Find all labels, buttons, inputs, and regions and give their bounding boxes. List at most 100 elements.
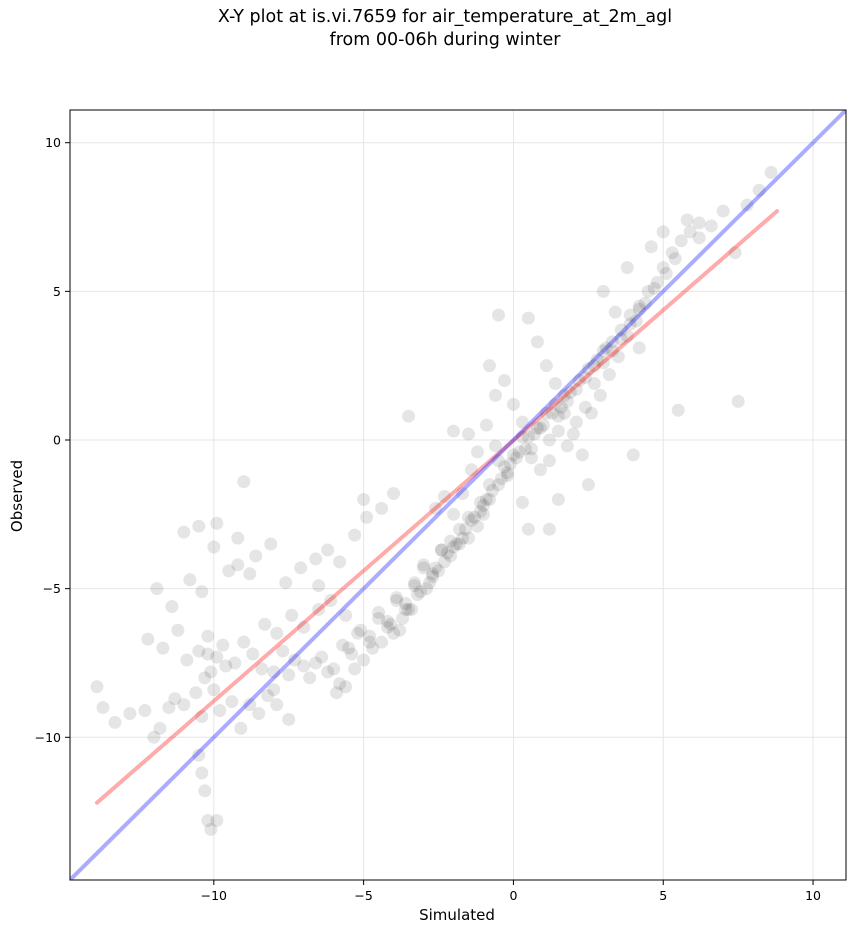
data-point: [147, 730, 161, 744]
data-point: [461, 510, 475, 524]
data-point: [563, 385, 577, 399]
data-point: [156, 641, 170, 655]
data-point: [438, 489, 452, 503]
data-point: [605, 335, 619, 349]
data-point: [384, 617, 398, 631]
data-point: [623, 308, 637, 322]
data-point: [414, 585, 428, 599]
data-point: [324, 594, 338, 608]
data-point: [596, 356, 610, 370]
data-point: [509, 451, 523, 465]
data-point: [270, 698, 284, 712]
data-point: [548, 377, 562, 391]
data-point: [506, 448, 520, 462]
data-point: [405, 602, 419, 616]
reference-lines: [70, 110, 846, 880]
data-point: [704, 219, 718, 233]
data-point: [626, 448, 640, 462]
y-tick-label: −5: [43, 581, 61, 596]
data-point: [584, 406, 598, 420]
data-point: [408, 576, 422, 590]
data-point: [512, 445, 526, 459]
data-point: [566, 427, 580, 441]
data-point: [207, 540, 221, 554]
data-point: [387, 626, 401, 640]
data-point: [521, 311, 535, 325]
data-point: [632, 299, 646, 313]
data-point: [180, 653, 194, 667]
data-point: [479, 418, 493, 432]
data-point: [554, 400, 568, 414]
data-point: [731, 394, 745, 408]
data-point: [602, 368, 616, 382]
y-tick-label: 10: [45, 135, 61, 150]
data-point: [183, 573, 197, 587]
data-point: [530, 335, 544, 349]
data-point: [330, 686, 344, 700]
data-point: [432, 564, 446, 578]
data-point: [470, 445, 484, 459]
data-point: [623, 317, 637, 331]
data-point: [444, 549, 458, 563]
data-point: [228, 656, 242, 670]
data-point: [429, 561, 443, 575]
data-point: [599, 341, 613, 355]
data-point: [542, 454, 556, 468]
data-point: [578, 400, 592, 414]
data-point: [461, 531, 475, 545]
data-point: [539, 406, 553, 420]
data-point: [210, 516, 224, 530]
data-point: [461, 427, 475, 441]
data-point: [590, 353, 604, 367]
data-point: [503, 457, 517, 471]
data-point: [476, 507, 490, 521]
data-point: [530, 421, 544, 435]
data-point: [545, 406, 559, 420]
data-point: [282, 712, 296, 726]
data-point: [527, 427, 541, 441]
data-point: [348, 662, 362, 676]
data-point: [557, 406, 571, 420]
data-point: [638, 296, 652, 310]
data-point: [447, 540, 461, 554]
regression-line: [94, 209, 780, 805]
data-point: [243, 698, 257, 712]
data-point: [605, 344, 619, 358]
data-point: [614, 332, 628, 346]
data-point: [201, 647, 215, 661]
data-point: [420, 582, 434, 596]
data-point: [524, 451, 538, 465]
data-point: [267, 683, 281, 697]
data-point: [608, 305, 622, 319]
data-point: [294, 561, 308, 575]
data-point: [207, 683, 221, 697]
data-point: [473, 495, 487, 509]
data-point: [339, 680, 353, 694]
data-point: [441, 546, 455, 560]
data-point: [288, 653, 302, 667]
data-point: [267, 665, 281, 679]
data-point: [506, 397, 520, 411]
data-point: [447, 507, 461, 521]
data-point: [479, 492, 493, 506]
data-point: [680, 213, 694, 227]
grid: [70, 110, 846, 880]
data-point: [596, 344, 610, 358]
data-point: [467, 510, 481, 524]
data-point: [321, 543, 335, 557]
data-point: [533, 463, 547, 477]
data-point: [204, 822, 218, 836]
data-point: [237, 475, 251, 489]
data-point: [435, 543, 449, 557]
x-tick-label: −5: [354, 888, 372, 903]
data-point: [435, 543, 449, 557]
data-point: [611, 350, 625, 364]
data-point: [390, 591, 404, 605]
data-point: [692, 216, 706, 230]
data-point: [150, 582, 164, 596]
data-point: [569, 382, 583, 396]
data-point: [390, 594, 404, 608]
data-point: [123, 707, 137, 721]
data-point: [285, 608, 299, 622]
y-axis-label: Observed: [8, 460, 26, 532]
